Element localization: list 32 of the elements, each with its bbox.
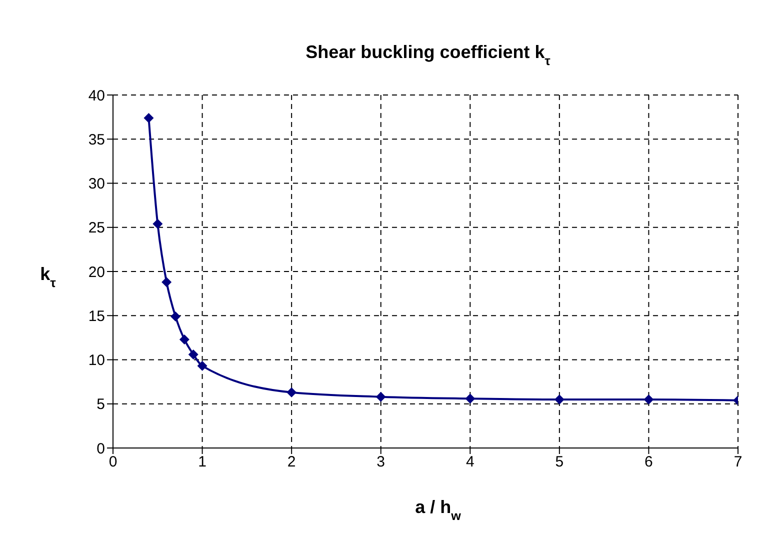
point <box>644 394 654 404</box>
x-tick-label: 7 <box>734 454 742 471</box>
y-tick-label: 10 <box>88 352 105 370</box>
chart-title: Shear buckling coefficient k$_{τ}$ <box>306 42 551 68</box>
point <box>179 334 190 344</box>
point <box>465 394 476 404</box>
x-tick-label: 6 <box>644 454 653 471</box>
x-axis-title: a / h$_{w}$ <box>415 497 462 523</box>
point <box>197 360 208 371</box>
point <box>554 394 564 404</box>
x-tick-label: 3 <box>376 454 386 471</box>
y-tick-label: 0 <box>96 440 105 458</box>
point <box>144 112 154 123</box>
x-tick-label: 5 <box>555 454 564 471</box>
point <box>286 387 297 398</box>
y-tick-label: 20 <box>88 264 105 281</box>
point <box>162 277 172 288</box>
x-tick-label: 4 <box>466 454 474 471</box>
y-tick-label: 30 <box>88 176 105 193</box>
y-tick-label: 15 <box>88 308 105 325</box>
point <box>170 312 180 322</box>
x-tick-label: 0 <box>108 454 118 471</box>
x-tick-label: 1 <box>198 454 206 471</box>
y-tick-label: 40 <box>88 87 105 104</box>
point <box>152 218 163 229</box>
point <box>188 349 198 360</box>
y-tick-label: 35 <box>88 131 105 148</box>
y-tick-label: 25 <box>88 220 105 237</box>
y-tick-label: 5 <box>96 396 105 414</box>
x-tick-label: 2 <box>287 454 296 471</box>
point <box>376 392 386 402</box>
y-axis-title: k$_{τ}$ <box>40 264 56 290</box>
